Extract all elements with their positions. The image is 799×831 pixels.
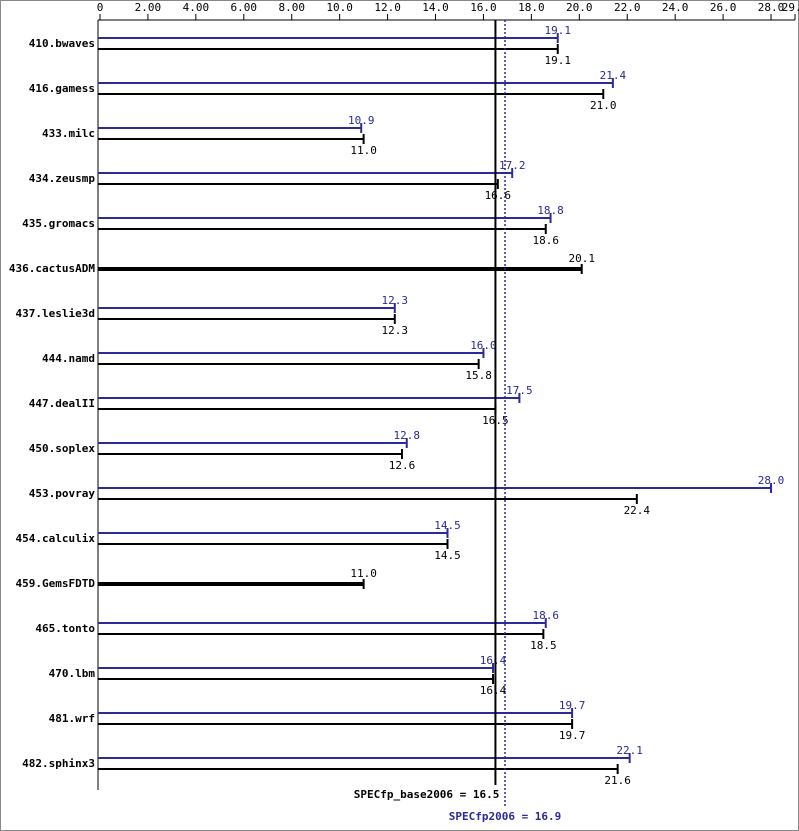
category-label: 454.calculix	[16, 532, 96, 545]
category-label: 482.sphinx3	[22, 757, 95, 770]
value-label: 12.3	[382, 324, 409, 337]
value-label: 17.2	[499, 159, 526, 172]
value-label: 22.1	[616, 744, 643, 757]
category-label: 470.lbm	[49, 667, 96, 680]
value-label: 14.5	[434, 519, 461, 532]
value-label: 11.0	[350, 567, 377, 580]
category-label: 416.gamess	[29, 82, 95, 95]
value-label: 19.7	[559, 729, 586, 742]
value-label: 28.0	[758, 474, 785, 487]
value-label: 18.8	[537, 204, 564, 217]
value-label: 16.0	[470, 339, 497, 352]
value-label: 22.4	[624, 504, 651, 517]
value-label: 17.5	[506, 384, 533, 397]
value-label: 18.6	[533, 234, 560, 247]
category-label: 465.tonto	[35, 622, 95, 635]
category-label: 450.soplex	[29, 442, 96, 455]
value-label: 16.4	[480, 654, 507, 667]
category-label: 453.povray	[29, 487, 96, 500]
value-label: 19.1	[544, 54, 571, 67]
x-tick-label: 28.0	[758, 1, 785, 14]
category-label: 410.bwaves	[29, 37, 95, 50]
x-tick-label: 14.0	[422, 1, 449, 14]
value-label: 15.8	[465, 369, 492, 382]
category-label: 444.namd	[42, 352, 95, 365]
value-label: 21.0	[590, 99, 617, 112]
value-label: 14.5	[434, 549, 461, 562]
value-label: 19.7	[559, 699, 586, 712]
x-tick-label: 4.00	[183, 1, 210, 14]
x-tick-label: 20.0	[566, 1, 593, 14]
value-label: 11.0	[350, 144, 377, 157]
category-label: 434.zeusmp	[29, 172, 96, 185]
category-label: 459.GemsFDTD	[16, 577, 96, 590]
reference-label: SPECfp2006 = 16.9	[449, 810, 562, 823]
category-label: 447.dealII	[29, 397, 95, 410]
x-tick-label: 12.0	[374, 1, 401, 14]
value-label: 12.6	[389, 459, 416, 472]
x-tick-label: 22.0	[614, 1, 641, 14]
x-tick-label: 29.0	[782, 1, 799, 14]
x-tick-label: 0	[97, 1, 104, 14]
x-tick-label: 6.00	[231, 1, 258, 14]
value-label: 18.6	[533, 609, 560, 622]
x-tick-label: 10.0	[326, 1, 353, 14]
category-label: 436.cactusADM	[9, 262, 95, 275]
value-label: 10.9	[348, 114, 375, 127]
reference-label: SPECfp_base2006 = 16.5	[354, 788, 500, 801]
value-label: 16.4	[480, 684, 507, 697]
category-label: 435.gromacs	[22, 217, 95, 230]
x-tick-label: 2.00	[135, 1, 162, 14]
category-label: 481.wrf	[49, 712, 95, 725]
value-label: 12.8	[394, 429, 421, 442]
category-label: 437.leslie3d	[16, 307, 95, 320]
x-tick-label: 24.0	[662, 1, 689, 14]
value-label: 19.1	[544, 24, 571, 37]
x-tick-label: 26.0	[710, 1, 737, 14]
x-tick-label: 8.00	[278, 1, 305, 14]
x-tick-label: 18.0	[518, 1, 545, 14]
x-tick-label: 16.0	[470, 1, 497, 14]
value-label: 20.1	[568, 252, 595, 265]
value-label: 21.6	[604, 774, 631, 787]
value-label: 21.4	[600, 69, 627, 82]
value-label: 16.6	[485, 189, 512, 202]
value-label: 18.5	[530, 639, 557, 652]
category-label: 433.milc	[42, 127, 95, 140]
value-label: 12.3	[382, 294, 409, 307]
